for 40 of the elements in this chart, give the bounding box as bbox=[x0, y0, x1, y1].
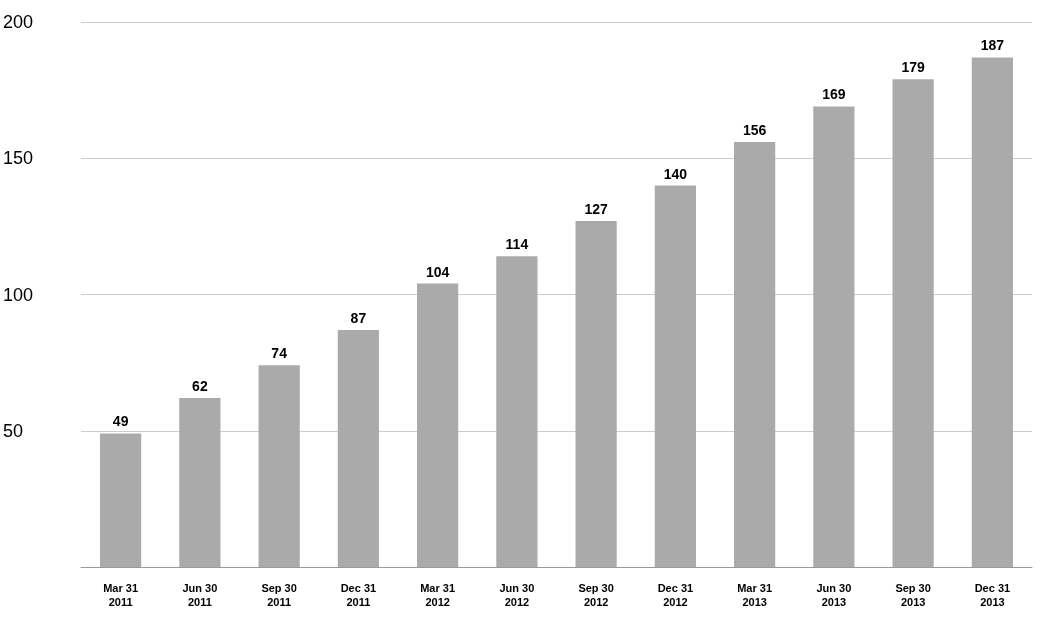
bar bbox=[971, 57, 1013, 567]
bar bbox=[417, 283, 459, 567]
data-label: 156 bbox=[742, 121, 767, 138]
y-tick-label: 50 bbox=[3, 420, 24, 441]
y-tick-label: 100 bbox=[3, 284, 34, 305]
x-tick-label: Dec 31 2013 bbox=[974, 582, 1011, 608]
data-label: 62 bbox=[192, 378, 208, 395]
data-label: 140 bbox=[663, 165, 688, 182]
x-tick-label: Jun 30 2012 bbox=[499, 582, 535, 608]
data-label: 104 bbox=[425, 263, 450, 280]
bar bbox=[813, 106, 855, 567]
bar bbox=[337, 329, 379, 567]
y-tick-label: 200 bbox=[3, 12, 34, 32]
bar bbox=[654, 185, 696, 567]
data-label: 187 bbox=[980, 37, 1005, 54]
x-tick-label: Mar 31 2013 bbox=[737, 582, 773, 608]
x-tick-label: Jun 30 2011 bbox=[182, 582, 218, 608]
bar bbox=[892, 79, 934, 567]
bar bbox=[496, 256, 538, 567]
x-tick-label: Sep 30 2012 bbox=[578, 582, 614, 608]
data-label: 74 bbox=[271, 345, 288, 362]
x-tick-label: Sep 30 2011 bbox=[261, 582, 297, 608]
x-tick-label: Sep 30 2013 bbox=[895, 582, 931, 608]
bar bbox=[100, 433, 142, 567]
bar bbox=[575, 220, 617, 567]
data-label: 87 bbox=[350, 309, 367, 326]
bar bbox=[734, 141, 776, 567]
x-tick-label: Jun 30 2013 bbox=[816, 582, 852, 608]
data-label: 179 bbox=[901, 59, 926, 76]
x-tick-label: Dec 31 2011 bbox=[340, 582, 377, 608]
bar bbox=[179, 398, 221, 567]
bar bbox=[258, 365, 300, 567]
x-tick-label: Mar 31 2012 bbox=[420, 582, 456, 608]
data-label: 169 bbox=[822, 86, 846, 103]
data-label: 114 bbox=[505, 236, 529, 253]
x-tick-label: Dec 31 2012 bbox=[657, 582, 694, 608]
data-label: 127 bbox=[584, 200, 609, 217]
data-label: 49 bbox=[112, 413, 129, 430]
y-tick-label: 150 bbox=[3, 148, 34, 169]
x-tick-label: Mar 31 2011 bbox=[103, 582, 139, 608]
